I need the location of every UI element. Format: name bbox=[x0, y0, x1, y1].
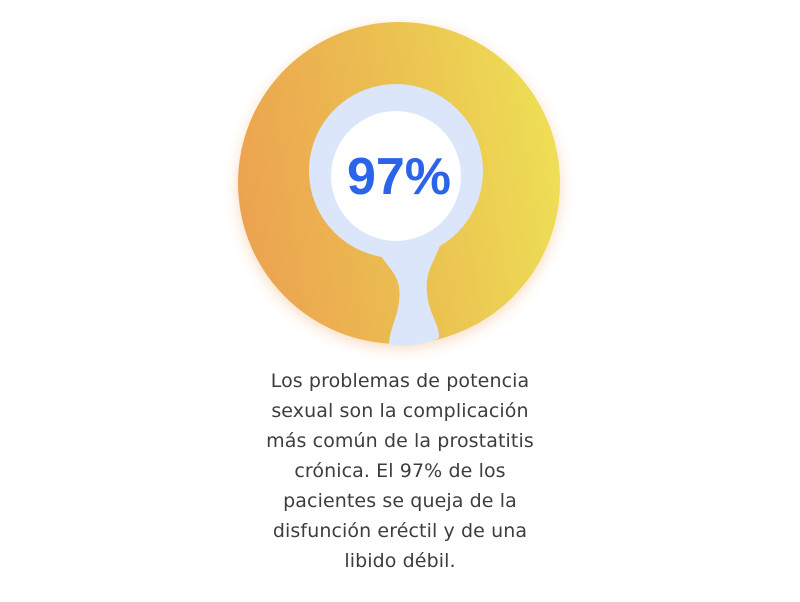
description-line-2: sexual son la complicación bbox=[271, 400, 529, 422]
description-line-3: más común de la prostatitis bbox=[266, 430, 534, 452]
description-text: Los problemas de potencia sexual son la … bbox=[0, 366, 800, 576]
inner-circle bbox=[331, 111, 461, 241]
description-line-5: pacientes se queja de la bbox=[283, 490, 517, 512]
stat-value: 97% bbox=[347, 148, 451, 206]
description-line-1: Los problemas de potencia bbox=[270, 370, 530, 392]
description-line-7: libido débil. bbox=[344, 550, 456, 572]
description-line-4: crónica. El 97% de los bbox=[294, 460, 506, 482]
stat-graphic-container: 97% bbox=[238, 22, 560, 348]
stat-balloon-graphic: 97% bbox=[238, 22, 560, 348]
description-line-6: disfunción eréctil y de una bbox=[272, 520, 528, 542]
balloon-stem bbox=[370, 233, 445, 347]
